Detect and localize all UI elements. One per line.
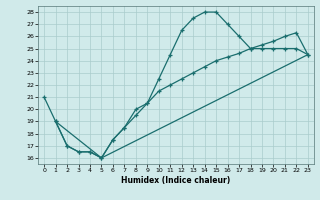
X-axis label: Humidex (Indice chaleur): Humidex (Indice chaleur)	[121, 176, 231, 185]
